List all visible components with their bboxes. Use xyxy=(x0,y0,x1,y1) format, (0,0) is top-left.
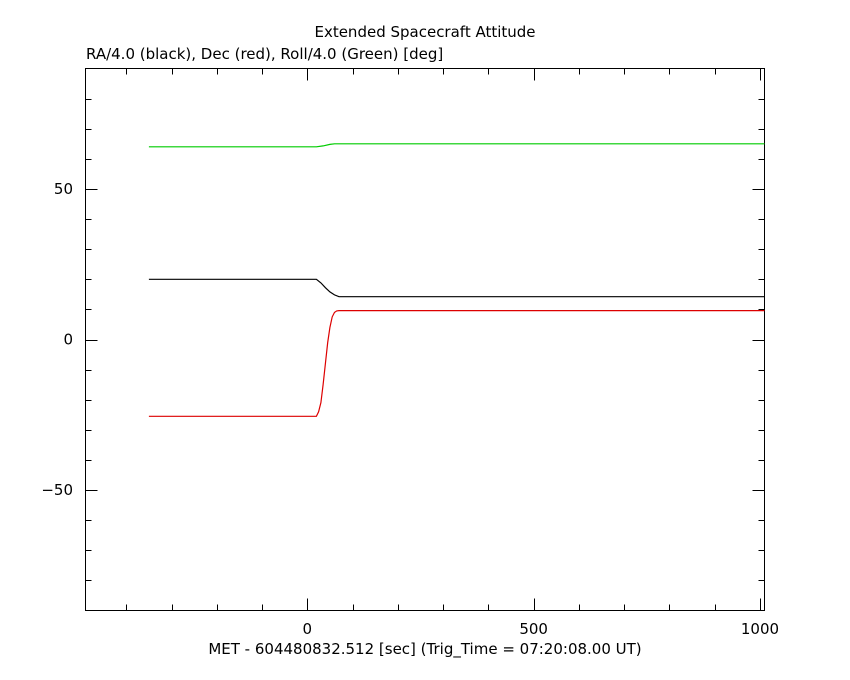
axis-ticks xyxy=(85,68,765,611)
y-tick-label: 0 xyxy=(63,331,73,349)
x-tick-label: 500 xyxy=(519,620,548,638)
y-tick-label: 50 xyxy=(54,180,73,198)
series-ra-line xyxy=(148,278,765,298)
x-tick-label: 0 xyxy=(303,620,313,638)
x-tick-label: 1000 xyxy=(741,620,779,638)
axis-tick-labels: 0 500 1000 −50 0 50 xyxy=(41,180,779,638)
chart-title: Extended Spacecraft Attitude xyxy=(314,23,536,41)
series-roll-line xyxy=(148,143,765,148)
plot-frame xyxy=(85,68,765,611)
x-axis-label: MET - 604480832.512 [sec] (Trig_Time = 0… xyxy=(208,640,642,658)
series-layer xyxy=(148,143,765,417)
chart-subtitle: RA/4.0 (black), Dec (red), Roll/4.0 (Gre… xyxy=(86,45,444,63)
series-dec-line xyxy=(148,310,765,417)
y-tick-label: −50 xyxy=(41,481,73,499)
